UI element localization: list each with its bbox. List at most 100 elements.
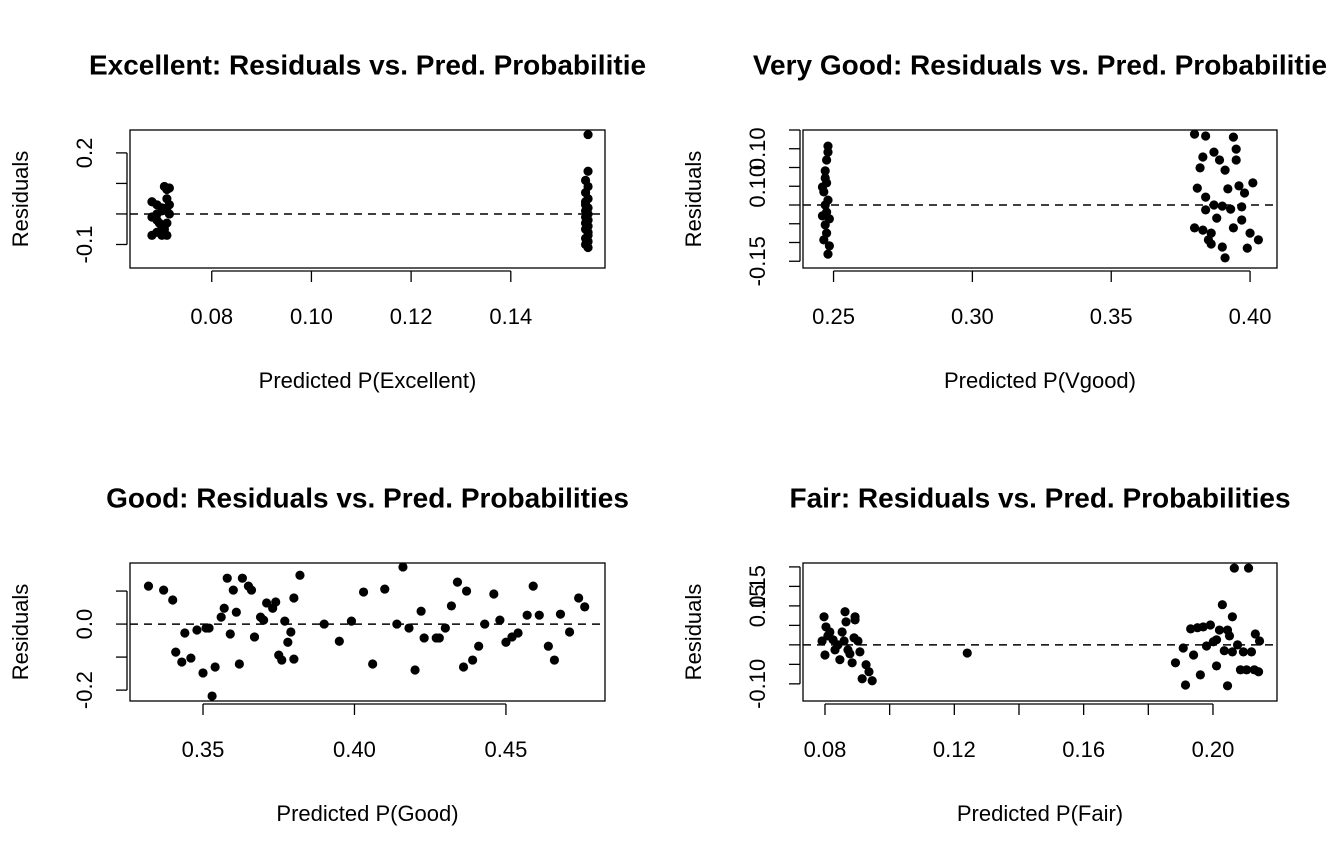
point	[850, 612, 860, 622]
y-axis-label: Residuals	[681, 151, 706, 248]
point	[234, 659, 244, 669]
point	[1239, 188, 1250, 198]
point	[580, 602, 590, 612]
point	[528, 581, 538, 591]
point	[246, 585, 257, 595]
point	[495, 615, 505, 625]
point	[522, 610, 532, 620]
point	[295, 570, 305, 580]
point	[461, 586, 472, 596]
point	[480, 619, 490, 629]
point	[1228, 223, 1239, 233]
point	[143, 581, 154, 591]
point	[819, 235, 829, 245]
point	[210, 662, 220, 672]
x-axis-label: Predicted P(Excellent)	[259, 368, 477, 393]
y-tick-label: -0.2	[72, 671, 97, 709]
point	[861, 660, 871, 670]
point	[564, 627, 575, 637]
point	[410, 665, 420, 675]
point	[225, 629, 235, 639]
point	[825, 627, 835, 637]
point	[1237, 215, 1247, 225]
point	[1201, 205, 1211, 215]
point	[468, 655, 478, 665]
point	[358, 587, 369, 597]
point	[1253, 235, 1263, 245]
x-tick-label: 0.20	[1192, 737, 1235, 762]
point	[837, 627, 847, 637]
point	[277, 655, 287, 665]
point	[549, 655, 560, 665]
point	[1201, 192, 1211, 202]
point	[1186, 624, 1196, 634]
point	[1232, 640, 1243, 650]
point	[280, 616, 290, 626]
point	[820, 173, 830, 183]
x-axis-label: Predicted P(Good)	[276, 801, 458, 826]
point	[1227, 647, 1237, 657]
point	[580, 200, 591, 210]
point	[164, 183, 174, 193]
point	[583, 129, 593, 140]
point	[823, 249, 833, 259]
point	[231, 607, 241, 617]
point	[198, 668, 208, 678]
point	[1222, 625, 1233, 635]
point	[857, 674, 867, 684]
point	[1214, 625, 1225, 635]
point	[1220, 165, 1230, 175]
point	[1211, 661, 1222, 671]
point	[177, 657, 187, 667]
point	[1211, 635, 1222, 645]
point	[164, 209, 174, 219]
y-tick-label: -0.10	[745, 659, 770, 709]
point	[839, 636, 849, 646]
point	[368, 659, 378, 669]
point	[286, 627, 296, 637]
point	[1250, 629, 1260, 639]
point	[446, 601, 457, 611]
y-tick-label: 0.10	[745, 127, 770, 170]
point	[962, 648, 972, 658]
point	[583, 242, 593, 253]
point	[867, 676, 877, 686]
point	[1220, 253, 1230, 263]
point	[334, 636, 344, 646]
panel: Fair: Residuals vs. Pred. Probabilities 0…	[681, 482, 1291, 825]
point	[1246, 647, 1257, 657]
point	[237, 573, 247, 583]
point	[1198, 622, 1208, 632]
point	[1231, 144, 1241, 154]
point	[1223, 184, 1233, 194]
plot-box	[129, 562, 606, 702]
x-tick-label: 0.10	[290, 304, 333, 329]
y-axis-label: Residuals	[8, 584, 33, 681]
point	[419, 633, 429, 643]
point	[1198, 152, 1208, 162]
point	[574, 593, 584, 603]
point	[855, 647, 865, 657]
point	[555, 609, 566, 619]
point	[853, 636, 863, 646]
point	[398, 562, 408, 572]
point	[1195, 163, 1205, 173]
point	[489, 589, 499, 599]
y-axis-label: Residuals	[8, 151, 33, 248]
point	[458, 662, 469, 672]
x-axis-label: Predicted P(Vgood)	[944, 368, 1136, 393]
point	[1217, 600, 1227, 610]
point	[1189, 223, 1200, 233]
point	[180, 628, 190, 638]
panel: Good: Residuals vs. Pred. Probabilities 0…	[8, 482, 629, 825]
y-axis-label: Residuals	[681, 584, 706, 681]
point	[1192, 183, 1202, 193]
point	[1217, 242, 1227, 252]
point	[192, 625, 202, 635]
point	[1254, 636, 1265, 646]
point	[222, 573, 232, 583]
point	[820, 650, 830, 660]
y-tick-label: 0.15	[745, 584, 770, 627]
y-tick-label: -0.1	[72, 226, 97, 264]
point	[159, 585, 169, 595]
